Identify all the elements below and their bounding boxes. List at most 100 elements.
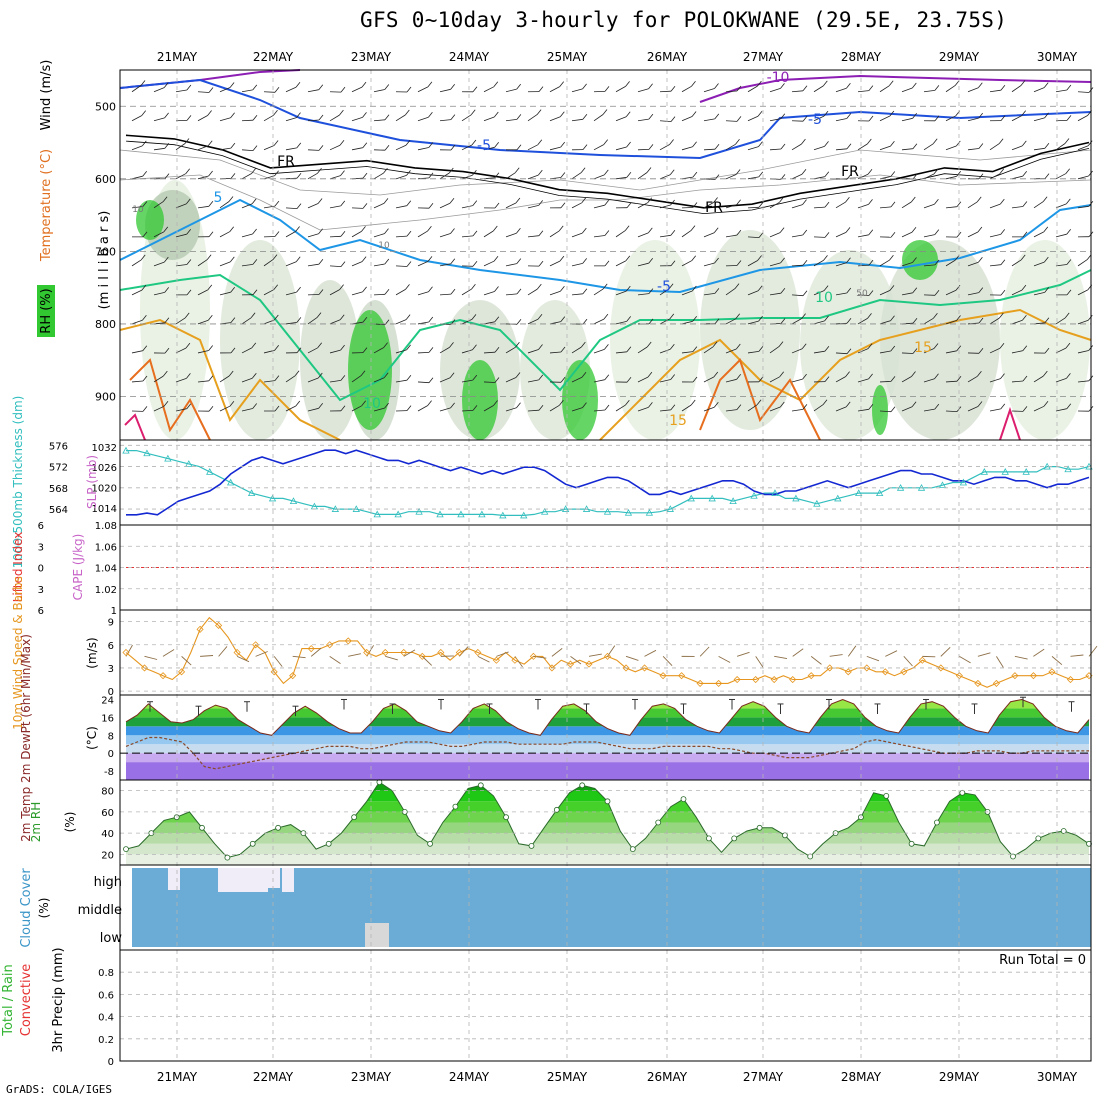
- wind-barb-flag: [296, 317, 302, 323]
- wind-barb: [791, 378, 803, 383]
- wind-barb: [769, 346, 780, 354]
- wind-barb-flag: [472, 261, 478, 267]
- wind-barb-flag: [580, 341, 586, 348]
- wind-barb-flag: [977, 371, 982, 377]
- date-label-top: 28MAY: [841, 50, 882, 64]
- wind-barb: [483, 351, 496, 354]
- wind-barb-flag: [999, 198, 1005, 205]
- contour-label: 10: [378, 241, 390, 251]
- thickness-marker: [687, 494, 695, 502]
- temp-color-band: [126, 762, 1089, 780]
- wind-barb: [747, 206, 760, 209]
- wind-speed-marker: [196, 625, 204, 633]
- wind-barb-flag: [537, 169, 543, 176]
- wind-barb-flag: [273, 110, 278, 116]
- rh-high-shading: [462, 360, 498, 440]
- wind-barb: [857, 204, 869, 209]
- wind-barb-flag: [934, 373, 939, 379]
- thickness-marker: [415, 507, 423, 515]
- cape-tick: 1: [111, 606, 117, 617]
- wind-barb-flag: [955, 140, 961, 147]
- wind-barb-flag: [493, 255, 499, 262]
- lifted-index-tick: 6: [38, 521, 44, 532]
- wind-barb-flag: [779, 197, 784, 203]
- rh-marker: [706, 835, 712, 842]
- wind-barb: [1011, 115, 1022, 122]
- thickness-marker: [834, 494, 842, 502]
- rh-color-band: [126, 854, 1089, 865]
- wind-barb-flag: [604, 260, 610, 267]
- wind-barb-flag: [428, 172, 434, 179]
- wind-barb-flag: [934, 403, 940, 410]
- wind-barb: [285, 147, 297, 151]
- wind-barb-flag: [998, 312, 1004, 319]
- wind-barb-flag: [340, 344, 345, 351]
- wind-barb-flag: [1043, 82, 1049, 88]
- wind-barb: [153, 261, 165, 267]
- wind-barb-flag: [207, 284, 213, 291]
- date-label-top: 22MAY: [253, 50, 294, 64]
- wind-barb-flag: [471, 283, 476, 290]
- wind-barb-flag: [207, 314, 213, 321]
- rh-marker: [629, 846, 636, 852]
- wind-barb: [879, 381, 892, 383]
- wind-barb-flag: [340, 200, 346, 207]
- temperature-contour: [999, 406, 1021, 441]
- wind-barb-flag: [691, 111, 697, 117]
- ylabel-cloud-cover: Cloud Cover: [19, 868, 34, 948]
- rh-marker: [883, 793, 890, 799]
- wind-barb-flag: [164, 112, 169, 119]
- wind-barb-flag: [252, 228, 257, 235]
- wind-barb: [153, 292, 165, 296]
- temp-color-band: [126, 699, 1089, 709]
- wind-barb-flag: [207, 110, 212, 116]
- wind-barb: [615, 260, 626, 267]
- wind-barb-flag: [626, 316, 632, 322]
- wind-barb: [967, 87, 979, 93]
- wind-tick: 6: [108, 641, 114, 652]
- wind-barb-flag: [251, 168, 256, 174]
- wind-barb: [879, 410, 892, 413]
- slp-tick: 1014: [92, 504, 117, 515]
- wind-barb: [813, 115, 825, 122]
- date-label-top: 21MAY: [157, 50, 198, 64]
- wind-barb: [417, 291, 429, 296]
- wind-barb: [659, 379, 671, 383]
- contour-label: FR: [705, 200, 723, 216]
- wind-barb-flag: [736, 374, 742, 380]
- wind-barb: [263, 289, 274, 296]
- wind-barb: [769, 201, 780, 209]
- wind-barb-flag: [406, 344, 411, 351]
- wind-barb-flag: [1066, 228, 1072, 235]
- wind-barb: [813, 260, 824, 267]
- wind-barb: [439, 347, 450, 354]
- rh-marker: [452, 803, 459, 810]
- wind-barb-flag: [956, 375, 962, 382]
- wind-speed-marker: [900, 668, 908, 676]
- wind-barb-flag: [647, 371, 653, 378]
- wind-barb: [351, 207, 364, 209]
- wind-barb: [285, 322, 297, 325]
- wind-barb-flag: [559, 400, 564, 406]
- wind-barb: [461, 410, 474, 412]
- wind-barb-flag: [624, 225, 630, 231]
- wind-barb-flag: [471, 139, 477, 146]
- wind-barb: [153, 375, 164, 383]
- surface-wind-barb: [1088, 645, 1098, 657]
- wind-barb: [549, 146, 561, 151]
- rh-contour: [119, 174, 1092, 231]
- wind-barb-flag: [383, 372, 389, 379]
- wind-barb-flag: [516, 258, 522, 264]
- rh-marker: [275, 824, 282, 831]
- wind-barb-flag: [912, 257, 917, 263]
- wind-barb-flag: [427, 225, 432, 232]
- temperature-contour: [599, 308, 1092, 441]
- wind-barb-flag: [934, 199, 939, 205]
- wind-barb-flag: [251, 372, 257, 379]
- contour-label: -5: [477, 138, 491, 154]
- wind-barb-flag: [472, 344, 477, 350]
- ylabel-wind: Wind (m/s): [39, 60, 54, 131]
- wind-barb-flag: [1000, 373, 1005, 379]
- precip-tick: 0.6: [98, 990, 114, 1001]
- wind-barb-flag: [1000, 84, 1006, 91]
